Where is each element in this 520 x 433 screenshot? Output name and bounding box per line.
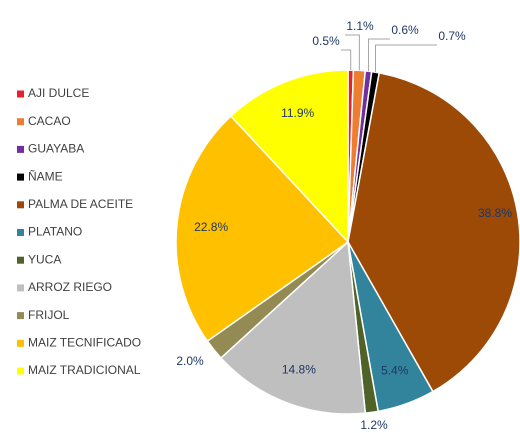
legend-label: PALMA DE ACEITE bbox=[28, 197, 133, 211]
legend-swatch bbox=[17, 284, 24, 292]
legend-label: FRIJOL bbox=[28, 308, 70, 322]
legend-swatch bbox=[17, 256, 24, 264]
data-label: 5.4% bbox=[381, 364, 409, 378]
leader-line bbox=[341, 49, 352, 71]
leader-line bbox=[374, 44, 437, 73]
legend-label: ÑAME bbox=[28, 169, 63, 183]
legend-label: GUAYABA bbox=[28, 142, 84, 156]
data-label: 0.6% bbox=[391, 23, 419, 37]
data-label: 2.0% bbox=[176, 354, 204, 368]
pie-slice bbox=[175, 114, 350, 343]
legend-label: YUCA bbox=[28, 252, 61, 266]
data-label: 22.8% bbox=[194, 220, 228, 234]
data-label: 11.9% bbox=[281, 106, 314, 120]
legend-swatch bbox=[17, 118, 24, 126]
legend-swatch bbox=[17, 312, 24, 320]
legend-label: CACAO bbox=[28, 114, 71, 128]
legend-label: MAIZ TRADICIONAL bbox=[28, 363, 141, 377]
data-label: 14.8% bbox=[282, 363, 316, 377]
pie-slice bbox=[229, 69, 349, 244]
data-label: 1.1% bbox=[346, 19, 374, 33]
pie-slice bbox=[219, 240, 367, 415]
legend-swatch bbox=[17, 173, 24, 181]
data-label: 38.8% bbox=[478, 206, 512, 220]
legend-label: AJI DULCE bbox=[28, 86, 89, 100]
legend-swatch bbox=[17, 367, 24, 375]
legend-swatch bbox=[17, 90, 24, 98]
legend-swatch bbox=[17, 145, 24, 153]
data-label: 0.7% bbox=[438, 29, 466, 43]
legend-swatch bbox=[17, 201, 24, 209]
leader-line bbox=[345, 34, 360, 71]
data-label: 0.5% bbox=[312, 34, 340, 48]
data-label: 1.2% bbox=[360, 418, 388, 432]
legend-swatch bbox=[17, 339, 24, 347]
legend-swatch bbox=[17, 229, 24, 236]
leader-line bbox=[368, 38, 390, 72]
legend-label: MAIZ TECNIFICADO bbox=[28, 335, 141, 349]
pie-slice bbox=[347, 71, 520, 393]
legend-label: PLATANO bbox=[28, 225, 82, 239]
legend-label: ARROZ RIEGO bbox=[28, 280, 112, 294]
